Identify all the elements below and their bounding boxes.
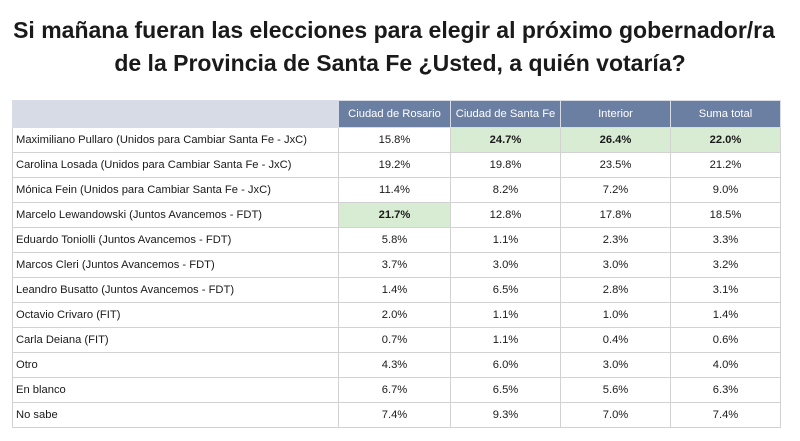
value-cell: 6.7% bbox=[338, 377, 451, 403]
header-row: Ciudad de Rosario Ciudad de Santa Fe Int… bbox=[12, 100, 781, 128]
candidate-label: Leandro Busatto (Juntos Avancemos - FDT) bbox=[12, 277, 339, 303]
value-cell: 2.3% bbox=[560, 227, 671, 253]
candidate-label: Marcelo Lewandowski (Juntos Avancemos - … bbox=[12, 202, 339, 228]
table-row: Marcelo Lewandowski (Juntos Avancemos - … bbox=[12, 202, 781, 228]
value-cell: 0.7% bbox=[338, 327, 451, 353]
table-row: Maximiliano Pullaro (Unidos para Cambiar… bbox=[12, 127, 781, 153]
value-cell: 21.2% bbox=[670, 152, 781, 178]
candidate-label: Otro bbox=[12, 352, 339, 378]
value-cell: 3.1% bbox=[670, 277, 781, 303]
column-header: Suma total bbox=[670, 100, 781, 128]
candidate-label: Octavio Crivaro (FIT) bbox=[12, 302, 339, 328]
value-cell: 19.8% bbox=[450, 152, 561, 178]
value-cell: 23.5% bbox=[560, 152, 671, 178]
table-row: Octavio Crivaro (FIT) 2.0% 1.1% 1.0% 1.4% bbox=[12, 302, 781, 328]
table-row: Otro 4.3% 6.0% 3.0% 4.0% bbox=[12, 352, 781, 378]
value-cell: 7.2% bbox=[560, 177, 671, 203]
value-cell: 3.0% bbox=[450, 252, 561, 278]
candidate-label: Maximiliano Pullaro (Unidos para Cambiar… bbox=[12, 127, 339, 153]
candidate-label: Eduardo Toniolli (Juntos Avancemos - FDT… bbox=[12, 227, 339, 253]
value-cell: 22.0% bbox=[670, 127, 781, 153]
candidate-label: Carolina Losada (Unidos para Cambiar San… bbox=[12, 152, 339, 178]
value-cell: 6.3% bbox=[670, 377, 781, 403]
results-table-container: Ciudad de Rosario Ciudad de Santa Fe Int… bbox=[12, 100, 781, 430]
value-cell: 9.0% bbox=[670, 177, 781, 203]
chart-title: Si mañana fueran las elecciones para ele… bbox=[0, 14, 800, 80]
value-cell: 7.4% bbox=[338, 402, 451, 428]
value-cell: 3.0% bbox=[560, 252, 671, 278]
column-header: Ciudad de Rosario bbox=[338, 100, 451, 128]
value-cell: 7.0% bbox=[560, 402, 671, 428]
value-cell: 17.8% bbox=[560, 202, 671, 228]
candidate-label: No sabe bbox=[12, 402, 339, 428]
value-cell: 1.4% bbox=[338, 277, 451, 303]
candidate-label: Marcos Cleri (Juntos Avancemos - FDT) bbox=[12, 252, 339, 278]
value-cell: 2.0% bbox=[338, 302, 451, 328]
candidate-label: En blanco bbox=[12, 377, 339, 403]
value-cell: 21.7% bbox=[338, 202, 451, 228]
table-row: En blanco 6.7% 6.5% 5.6% 6.3% bbox=[12, 377, 781, 403]
value-cell: 6.5% bbox=[450, 377, 561, 403]
value-cell: 1.1% bbox=[450, 302, 561, 328]
value-cell: 6.0% bbox=[450, 352, 561, 378]
column-header: Ciudad de Santa Fe bbox=[450, 100, 561, 128]
candidate-label: Carla Deiana (FIT) bbox=[12, 327, 339, 353]
value-cell: 18.5% bbox=[670, 202, 781, 228]
value-cell: 0.6% bbox=[670, 327, 781, 353]
candidate-label: Mónica Fein (Unidos para Cambiar Santa F… bbox=[12, 177, 339, 203]
title-line-2: de la Provincia de Santa Fe ¿Usted, a qu… bbox=[114, 50, 686, 76]
value-cell: 12.8% bbox=[450, 202, 561, 228]
value-cell: 26.4% bbox=[560, 127, 671, 153]
table-row: No sabe 7.4% 9.3% 7.0% 7.4% bbox=[12, 402, 781, 428]
value-cell: 1.0% bbox=[560, 302, 671, 328]
table-row: Leandro Busatto (Juntos Avancemos - FDT)… bbox=[12, 277, 781, 303]
table-row: Marcos Cleri (Juntos Avancemos - FDT) 3.7… bbox=[12, 252, 781, 278]
value-cell: 19.2% bbox=[338, 152, 451, 178]
value-cell: 7.4% bbox=[670, 402, 781, 428]
header-blank-cell bbox=[12, 100, 339, 128]
value-cell: 9.3% bbox=[450, 402, 561, 428]
table-row: Carla Deiana (FIT) 0.7% 1.1% 0.4% 0.6% bbox=[12, 327, 781, 353]
title-line-1: Si mañana fueran las elecciones para ele… bbox=[13, 17, 775, 43]
value-cell: 3.7% bbox=[338, 252, 451, 278]
results-table: Ciudad de Rosario Ciudad de Santa Fe Int… bbox=[12, 100, 781, 428]
value-cell: 15.8% bbox=[338, 127, 451, 153]
table-row: Carolina Losada (Unidos para Cambiar San… bbox=[12, 152, 781, 178]
value-cell: 3.2% bbox=[670, 252, 781, 278]
value-cell: 1.1% bbox=[450, 227, 561, 253]
table-row: Eduardo Toniolli (Juntos Avancemos - FDT… bbox=[12, 227, 781, 253]
value-cell: 4.3% bbox=[338, 352, 451, 378]
value-cell: 8.2% bbox=[450, 177, 561, 203]
value-cell: 5.6% bbox=[560, 377, 671, 403]
column-header: Interior bbox=[560, 100, 671, 128]
value-cell: 11.4% bbox=[338, 177, 451, 203]
value-cell: 1.1% bbox=[450, 327, 561, 353]
value-cell: 5.8% bbox=[338, 227, 451, 253]
value-cell: 3.0% bbox=[560, 352, 671, 378]
value-cell: 1.4% bbox=[670, 302, 781, 328]
value-cell: 2.8% bbox=[560, 277, 671, 303]
value-cell: 4.0% bbox=[670, 352, 781, 378]
value-cell: 3.3% bbox=[670, 227, 781, 253]
table-row: Mónica Fein (Unidos para Cambiar Santa F… bbox=[12, 177, 781, 203]
value-cell: 0.4% bbox=[560, 327, 671, 353]
value-cell: 24.7% bbox=[450, 127, 561, 153]
value-cell: 6.5% bbox=[450, 277, 561, 303]
